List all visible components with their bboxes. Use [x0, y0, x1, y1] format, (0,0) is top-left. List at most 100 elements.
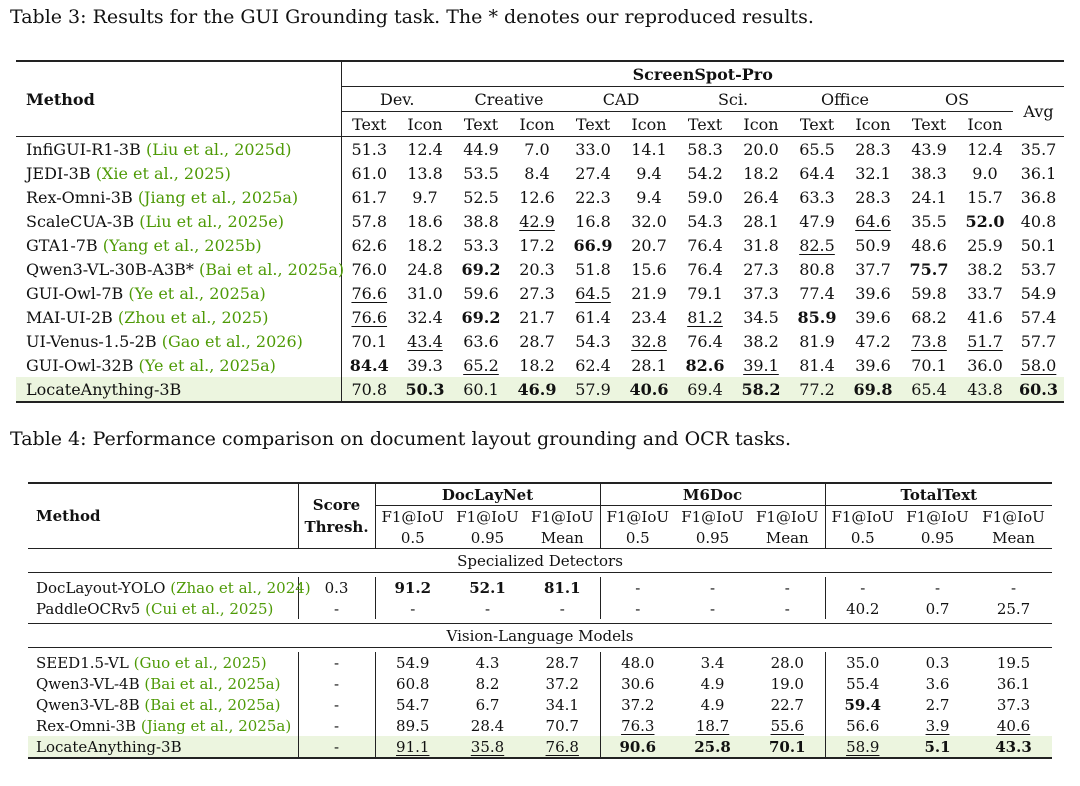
value-cell: 0.7: [900, 598, 975, 619]
value: 70.1: [768, 737, 806, 756]
value-cell: 18.2: [509, 353, 565, 377]
value-cell: 76.8: [525, 736, 601, 759]
value-cell: 39.6: [845, 305, 901, 329]
subcol-header: Text: [453, 111, 509, 137]
value: 43.9: [911, 139, 947, 159]
value: 5.1: [924, 737, 951, 756]
value-cell: 58.3: [677, 137, 733, 162]
value-cell: 81.1: [525, 577, 601, 598]
value: 13.8: [407, 163, 443, 183]
value: 61.4: [575, 307, 611, 327]
value-cell: 21.7: [509, 305, 565, 329]
thresh-cell: -: [298, 673, 376, 694]
value-cell: 9.4: [621, 185, 677, 209]
value-cell: 35.5: [901, 209, 957, 233]
value: 70.1: [351, 331, 388, 351]
citation: (Liu et al., 2025d): [145, 139, 292, 159]
value-cell: 70.1: [750, 736, 826, 759]
value: 18.2: [407, 235, 443, 255]
value: 55.6: [770, 716, 804, 735]
thresh-cell: -: [298, 652, 376, 673]
citation: (Jiang et al., 2025a): [137, 187, 299, 207]
value-cell: 43.3: [975, 736, 1053, 759]
value: 60.1: [463, 379, 499, 399]
value-cell: 64.6: [845, 209, 901, 233]
value-cell: 50.9: [845, 233, 901, 257]
value-cell: 62.4: [565, 353, 621, 377]
value: 35.0: [846, 653, 880, 672]
value: 91.2: [394, 578, 432, 597]
citation: (Zhou et al., 2025): [117, 307, 269, 327]
value-cell: 24.1: [901, 185, 957, 209]
value-cell: 65.5: [789, 137, 845, 162]
value: 37.2: [545, 674, 579, 693]
value-cell: -: [675, 598, 750, 619]
value: -: [709, 599, 716, 618]
citation: (Bai et al., 2025a): [144, 674, 281, 693]
value-cell: 65.4: [901, 377, 957, 403]
value-cell: 43.9: [901, 137, 957, 162]
value: 54.9: [396, 653, 430, 672]
value-cell: 70.8: [341, 377, 397, 403]
value-cell: 24.8: [397, 257, 453, 281]
table-row: LocateAnything-3B - 91.1 35.8 76.8 90.6 25.8 70…: [28, 736, 1053, 759]
value-cell: 89.5: [375, 715, 450, 736]
value-cell: 0.3: [900, 652, 975, 673]
value: 82.5: [799, 235, 835, 255]
value-cell: 2.7: [900, 694, 975, 715]
table-row: Qwen3-VL-30B-A3B* (Bai et al., 2025a) 76.…: [16, 257, 1064, 281]
value-cell: 3.6: [900, 673, 975, 694]
value: 54.2: [687, 163, 723, 183]
value-cell: 84.4: [341, 353, 397, 377]
value-cell: 22.7: [750, 694, 826, 715]
value-cell: 30.6: [600, 673, 675, 694]
value-cell: 53.7: [1013, 257, 1064, 281]
value-cell: 35.8: [450, 736, 525, 759]
value: 20.3: [519, 259, 555, 279]
value: 7.0: [524, 139, 550, 159]
value-cell: 36.8: [1013, 185, 1064, 209]
table-row: Rex-Omni-3B (Jiang et al., 2025a) - 89.5 28…: [28, 715, 1052, 736]
value-cell: 47.2: [845, 329, 901, 353]
value-cell: 28.7: [525, 652, 601, 673]
value-cell: 37.7: [845, 257, 901, 281]
metric-subheader: Mean: [525, 527, 601, 549]
value-cell: 33.7: [957, 281, 1013, 305]
thresh-value: -: [333, 695, 340, 714]
value: 22.3: [575, 187, 611, 207]
value: 63.6: [463, 331, 499, 351]
value: 52.5: [463, 187, 499, 207]
value: 53.5: [463, 163, 499, 183]
value-cell: 32.4: [397, 305, 453, 329]
value-cell: 82.6: [677, 353, 733, 377]
value-cell: 57.8: [341, 209, 397, 233]
dataset-totaltext: TotalText: [825, 482, 1053, 506]
value-cell: 44.9: [453, 137, 509, 162]
value: 59.8: [911, 283, 947, 303]
citation: (Yang et al., 2025b): [102, 235, 262, 255]
value-cell: 76.3: [600, 715, 675, 736]
value-cell: 5.1: [900, 736, 976, 759]
value: 4.9: [700, 695, 725, 714]
thresh-cell: 0.3: [298, 577, 376, 598]
value-cell: 55.4: [825, 673, 900, 694]
value: 12.4: [967, 139, 1003, 159]
value: 57.7: [1020, 331, 1057, 351]
value: 65.5: [799, 139, 835, 159]
value: 38.3: [911, 163, 947, 183]
value: 28.4: [470, 716, 505, 735]
value: -: [784, 578, 790, 597]
value-cell: 43.4: [397, 329, 453, 353]
value: 36.1: [996, 674, 1031, 693]
thresh-cell: -: [298, 694, 376, 715]
method-name: Qwen3-VL-30B-A3B*: [26, 259, 194, 279]
value-cell: 77.2: [789, 377, 845, 403]
value: 32.8: [631, 331, 667, 351]
value: -: [410, 599, 416, 618]
value-cell: 82.5: [789, 233, 845, 257]
value-cell: 27.3: [733, 257, 789, 281]
value-cell: 76.6: [341, 281, 397, 305]
value-cell: 51.8: [565, 257, 621, 281]
value: 21.9: [631, 283, 667, 303]
method-name: MAI-UI-2B: [26, 307, 113, 327]
